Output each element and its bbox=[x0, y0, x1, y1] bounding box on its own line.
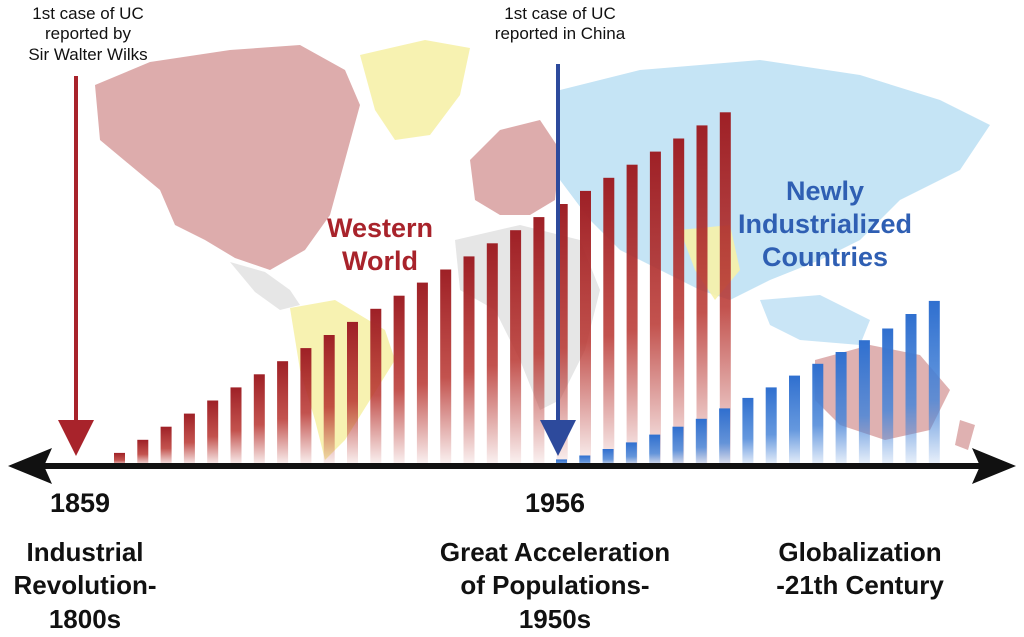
newly-industrialized-bar bbox=[602, 449, 614, 466]
timeline-axis bbox=[8, 448, 1016, 484]
era-globalization-line-1: Globalization bbox=[778, 537, 942, 567]
western-bar bbox=[160, 426, 172, 466]
newly-industrialized-bar bbox=[882, 328, 894, 466]
era-industrial-line-1: Industrial bbox=[26, 537, 144, 567]
era-globalization-line-2: -21th Century bbox=[776, 570, 944, 601]
era-industrial-line-2: Revolution- bbox=[13, 570, 157, 601]
map-greenland bbox=[360, 40, 470, 140]
red-down-arrow bbox=[58, 76, 94, 456]
western-bar bbox=[719, 112, 731, 467]
era-acceleration-line-3: 1950s bbox=[518, 603, 592, 634]
western-world-label: Western World bbox=[300, 212, 460, 278]
newly-industrialized-bar bbox=[858, 340, 870, 466]
year-1956: 1956 bbox=[524, 488, 586, 518]
western-bar bbox=[277, 361, 289, 466]
western-world-line-1: Western bbox=[326, 213, 434, 243]
newly-industrialized-line-1: Newly bbox=[785, 176, 865, 206]
western-bar bbox=[486, 243, 498, 466]
western-bar bbox=[603, 177, 615, 467]
newly-industrialized-bar bbox=[672, 426, 684, 466]
era-acceleration-line-1: Great Acceleration bbox=[439, 537, 671, 567]
western-bar bbox=[137, 439, 149, 466]
newly-industrialized-bar bbox=[789, 375, 800, 466]
western-world-line-2: World bbox=[342, 245, 418, 276]
newly-industrialized-bar bbox=[579, 455, 591, 466]
timeline-right-arrowhead bbox=[972, 448, 1016, 484]
newly-industrialized-bar bbox=[742, 397, 754, 466]
newly-industrialized-bar bbox=[835, 352, 847, 466]
western-bar bbox=[649, 151, 661, 466]
china-note-line-2: reported in China bbox=[494, 24, 626, 44]
western-bar bbox=[300, 348, 312, 466]
western-bar bbox=[114, 452, 125, 466]
western-bar bbox=[347, 321, 358, 466]
western-bars bbox=[114, 112, 731, 467]
map-southeast-asia bbox=[760, 295, 870, 345]
wilks-note-line-3: Sir Walter Wilks bbox=[28, 44, 148, 64]
wilks-note-line-2: reported by bbox=[45, 24, 131, 44]
era-globalization: Globalization -21th Century bbox=[745, 536, 975, 603]
western-bar bbox=[207, 400, 219, 466]
newly-industrialized-bar bbox=[556, 459, 567, 466]
era-acceleration-line-2: of Populations- bbox=[460, 570, 650, 601]
western-bar bbox=[183, 413, 195, 466]
newly-industrialized-bar bbox=[928, 300, 940, 466]
western-bar bbox=[393, 295, 405, 466]
year-1859: 1859 bbox=[49, 488, 111, 518]
era-industrial-revolution: Industrial Revolution- 1800s bbox=[0, 536, 170, 636]
era-industrial-line-3: 1800s bbox=[48, 603, 122, 634]
china-note-line-1: 1st case of UC bbox=[504, 4, 616, 23]
newly-industrialized-bar bbox=[719, 408, 731, 466]
newly-industrialized-bars bbox=[556, 300, 940, 466]
western-bar bbox=[556, 204, 568, 466]
western-bar bbox=[416, 282, 428, 466]
newly-industrialized-bar bbox=[625, 442, 637, 466]
western-bar bbox=[510, 230, 522, 466]
western-bar bbox=[673, 138, 685, 466]
newly-industrialized-bar bbox=[649, 434, 661, 466]
western-bar bbox=[253, 374, 265, 466]
western-bar bbox=[323, 335, 335, 466]
newly-industrialized-bar bbox=[812, 363, 824, 466]
western-bar bbox=[463, 256, 475, 466]
newly-industrialized-label: Newly Industrialized Countries bbox=[720, 175, 930, 274]
western-bar bbox=[370, 308, 382, 466]
china-note: 1st case of UC reported in China bbox=[460, 4, 660, 45]
map-central-america bbox=[230, 262, 300, 310]
map-new-zealand bbox=[955, 420, 975, 450]
map-north-america bbox=[95, 45, 360, 270]
newly-industrialized-line-3: Countries bbox=[761, 241, 888, 272]
newly-industrialized-bar bbox=[765, 387, 777, 466]
newly-industrialized-line-2: Industrialized bbox=[737, 208, 913, 239]
western-bar bbox=[533, 217, 545, 466]
wilks-note-line-1: 1st case of UC bbox=[32, 4, 144, 23]
western-bar bbox=[230, 387, 242, 466]
timeline-left-arrowhead bbox=[8, 448, 52, 484]
map-south-america bbox=[290, 300, 395, 460]
western-bar bbox=[440, 269, 452, 466]
map-europe bbox=[470, 120, 560, 215]
newly-industrialized-bar bbox=[905, 314, 917, 466]
western-bar bbox=[626, 164, 638, 466]
blue-down-arrow bbox=[540, 64, 576, 456]
newly-industrialized-bar bbox=[695, 418, 707, 466]
western-bar bbox=[696, 125, 708, 467]
era-great-acceleration: Great Acceleration of Populations- 1950s bbox=[405, 536, 705, 636]
map-asia bbox=[560, 60, 990, 300]
western-bar bbox=[580, 190, 591, 466]
map-africa bbox=[455, 225, 600, 410]
wilks-note: 1st case of UC reported by Sir Walter Wi… bbox=[0, 4, 176, 65]
